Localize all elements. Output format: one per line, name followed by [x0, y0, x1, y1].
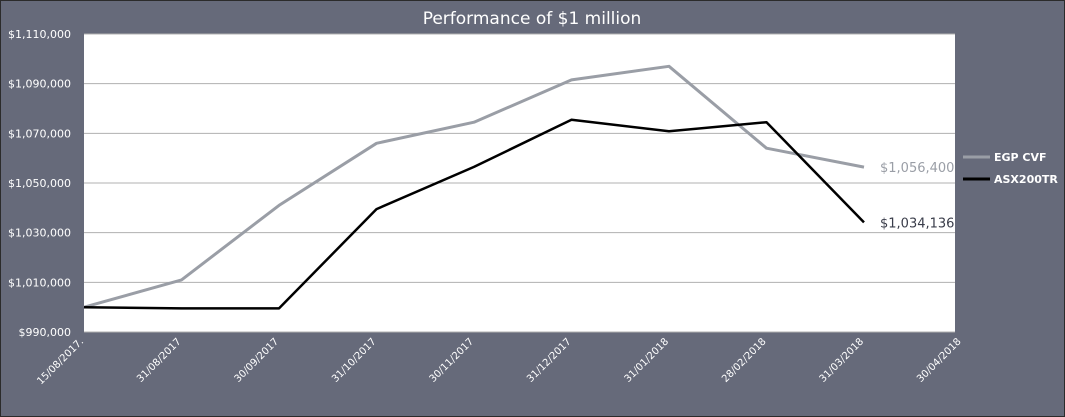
y-tick-label: $1,050,000 — [8, 177, 71, 190]
gridlines — [84, 33, 955, 333]
x-tick-label: 31/08/2017 — [135, 336, 184, 385]
chart-title: Performance of $1 million — [423, 9, 642, 29]
x-tick-label: 30/04/2018 — [915, 336, 964, 385]
legend-label: EGP CVF — [994, 151, 1047, 164]
x-tick-label: 30/11/2017 — [428, 336, 477, 385]
y-axis-ticks: $990,000 $1,010,000 $1,030,000 $1,050,000 $1… — [8, 28, 71, 339]
x-tick-label: 15/08/2017. — [35, 336, 86, 387]
y-tick-label: $1,010,000 — [8, 276, 71, 289]
end-labels: $1,056,400 $1,034,136 — [880, 161, 954, 231]
x-axis-ticks: 15/08/2017. 31/08/2017 30/09/2017 31/10/201… — [35, 336, 963, 387]
y-tick-label: $1,090,000 — [8, 78, 71, 91]
end-value-label: $1,034,136 — [880, 216, 954, 231]
series-line-asx200tr — [83, 118, 865, 310]
y-tick-label: $1,070,000 — [8, 127, 71, 140]
series-lines — [83, 64, 865, 310]
legend-label: ASX200TR — [994, 173, 1058, 186]
y-tick-label: $1,030,000 — [8, 227, 71, 240]
x-tick-label: 31/01/2018 — [623, 336, 672, 385]
x-tick-label: 31/03/2018 — [818, 336, 867, 385]
x-tick-label: 31/10/2017 — [330, 336, 379, 385]
x-tick-label: 30/09/2017 — [233, 336, 282, 385]
legend: EGP CVF ASX200TR — [963, 151, 1058, 186]
y-tick-label: $1,110,000 — [8, 28, 71, 41]
x-tick-label: 31/12/2017 — [525, 336, 574, 385]
x-tick-label: 28/02/2018 — [720, 336, 769, 385]
end-value-label: $1,056,400 — [880, 161, 954, 176]
series-line-egp-cvf — [83, 64, 865, 309]
y-tick-label: $990,000 — [19, 326, 72, 339]
